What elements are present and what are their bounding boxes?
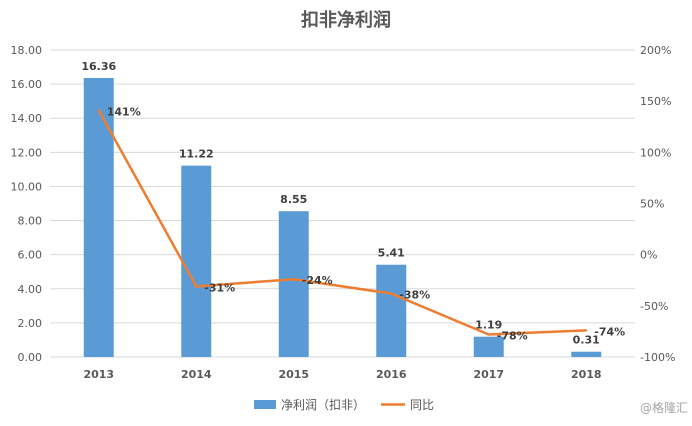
y-right-tick-label: 200% xyxy=(640,44,671,57)
x-tick-label: 2015 xyxy=(278,368,309,381)
line-point xyxy=(390,292,393,295)
y-left-tick-label: 12.00 xyxy=(11,146,43,159)
y-left-tick-label: 2.00 xyxy=(18,317,43,330)
y-left-tick-label: 0.00 xyxy=(18,351,43,364)
y-right-tick-label: 50% xyxy=(640,198,664,211)
y-left-tick-label: 16.00 xyxy=(11,78,43,91)
legend-line-label: 同比 xyxy=(410,398,434,412)
x-tick-label: 2016 xyxy=(376,368,407,381)
x-tick-label: 2013 xyxy=(83,368,114,381)
line-point xyxy=(195,285,198,288)
legend-bar-label: 净利润（扣非） xyxy=(281,398,365,412)
x-tick-label: 2014 xyxy=(181,368,212,381)
line-data-label: -31% xyxy=(204,281,235,294)
bar-data-label: 1.19 xyxy=(475,319,502,332)
bar xyxy=(278,211,309,357)
bar xyxy=(181,165,212,357)
x-tick-label: 2018 xyxy=(571,368,602,381)
y-left-tick-label: 8.00 xyxy=(18,215,43,228)
line-data-label: 141% xyxy=(107,105,141,118)
line-point xyxy=(292,278,295,281)
y-left-tick-label: 10.00 xyxy=(11,180,43,193)
bar xyxy=(571,351,602,357)
bar-data-label: 5.41 xyxy=(378,247,405,260)
y-right-tick-label: 100% xyxy=(640,146,671,159)
y-right-tick-label: -100% xyxy=(640,351,675,364)
chart-title: 扣非净利润 xyxy=(301,9,391,31)
bar xyxy=(376,264,407,357)
legend-bar-swatch xyxy=(254,400,276,409)
line-point xyxy=(585,329,588,332)
y-right-tick-label: -50% xyxy=(640,300,668,313)
line-data-label: -24% xyxy=(302,274,333,287)
y-left-tick-label: 4.00 xyxy=(18,283,43,296)
line-point xyxy=(97,109,100,112)
bar xyxy=(473,336,504,357)
line-data-label: -38% xyxy=(399,289,430,302)
bar-data-label: 16.36 xyxy=(81,60,116,73)
y-right-tick-label: 0% xyxy=(640,249,657,262)
bar-data-label: 8.55 xyxy=(280,193,307,206)
line-series xyxy=(97,109,587,336)
y-left-tick-label: 18.00 xyxy=(11,44,43,57)
bar-data-label: 0.31 xyxy=(573,334,600,347)
y-left-tick-label: 14.00 xyxy=(11,112,43,125)
watermark: @格隆汇 xyxy=(640,400,688,415)
line-data-label: -78% xyxy=(497,329,528,342)
y-left-tick-label: 6.00 xyxy=(18,249,43,262)
y-right-tick-label: 150% xyxy=(640,95,671,108)
line-point xyxy=(487,333,490,336)
x-tick-label: 2017 xyxy=(473,368,504,381)
bar xyxy=(83,77,114,358)
line-data-label: -74% xyxy=(594,325,625,338)
bar-data-label: 11.22 xyxy=(179,148,214,161)
